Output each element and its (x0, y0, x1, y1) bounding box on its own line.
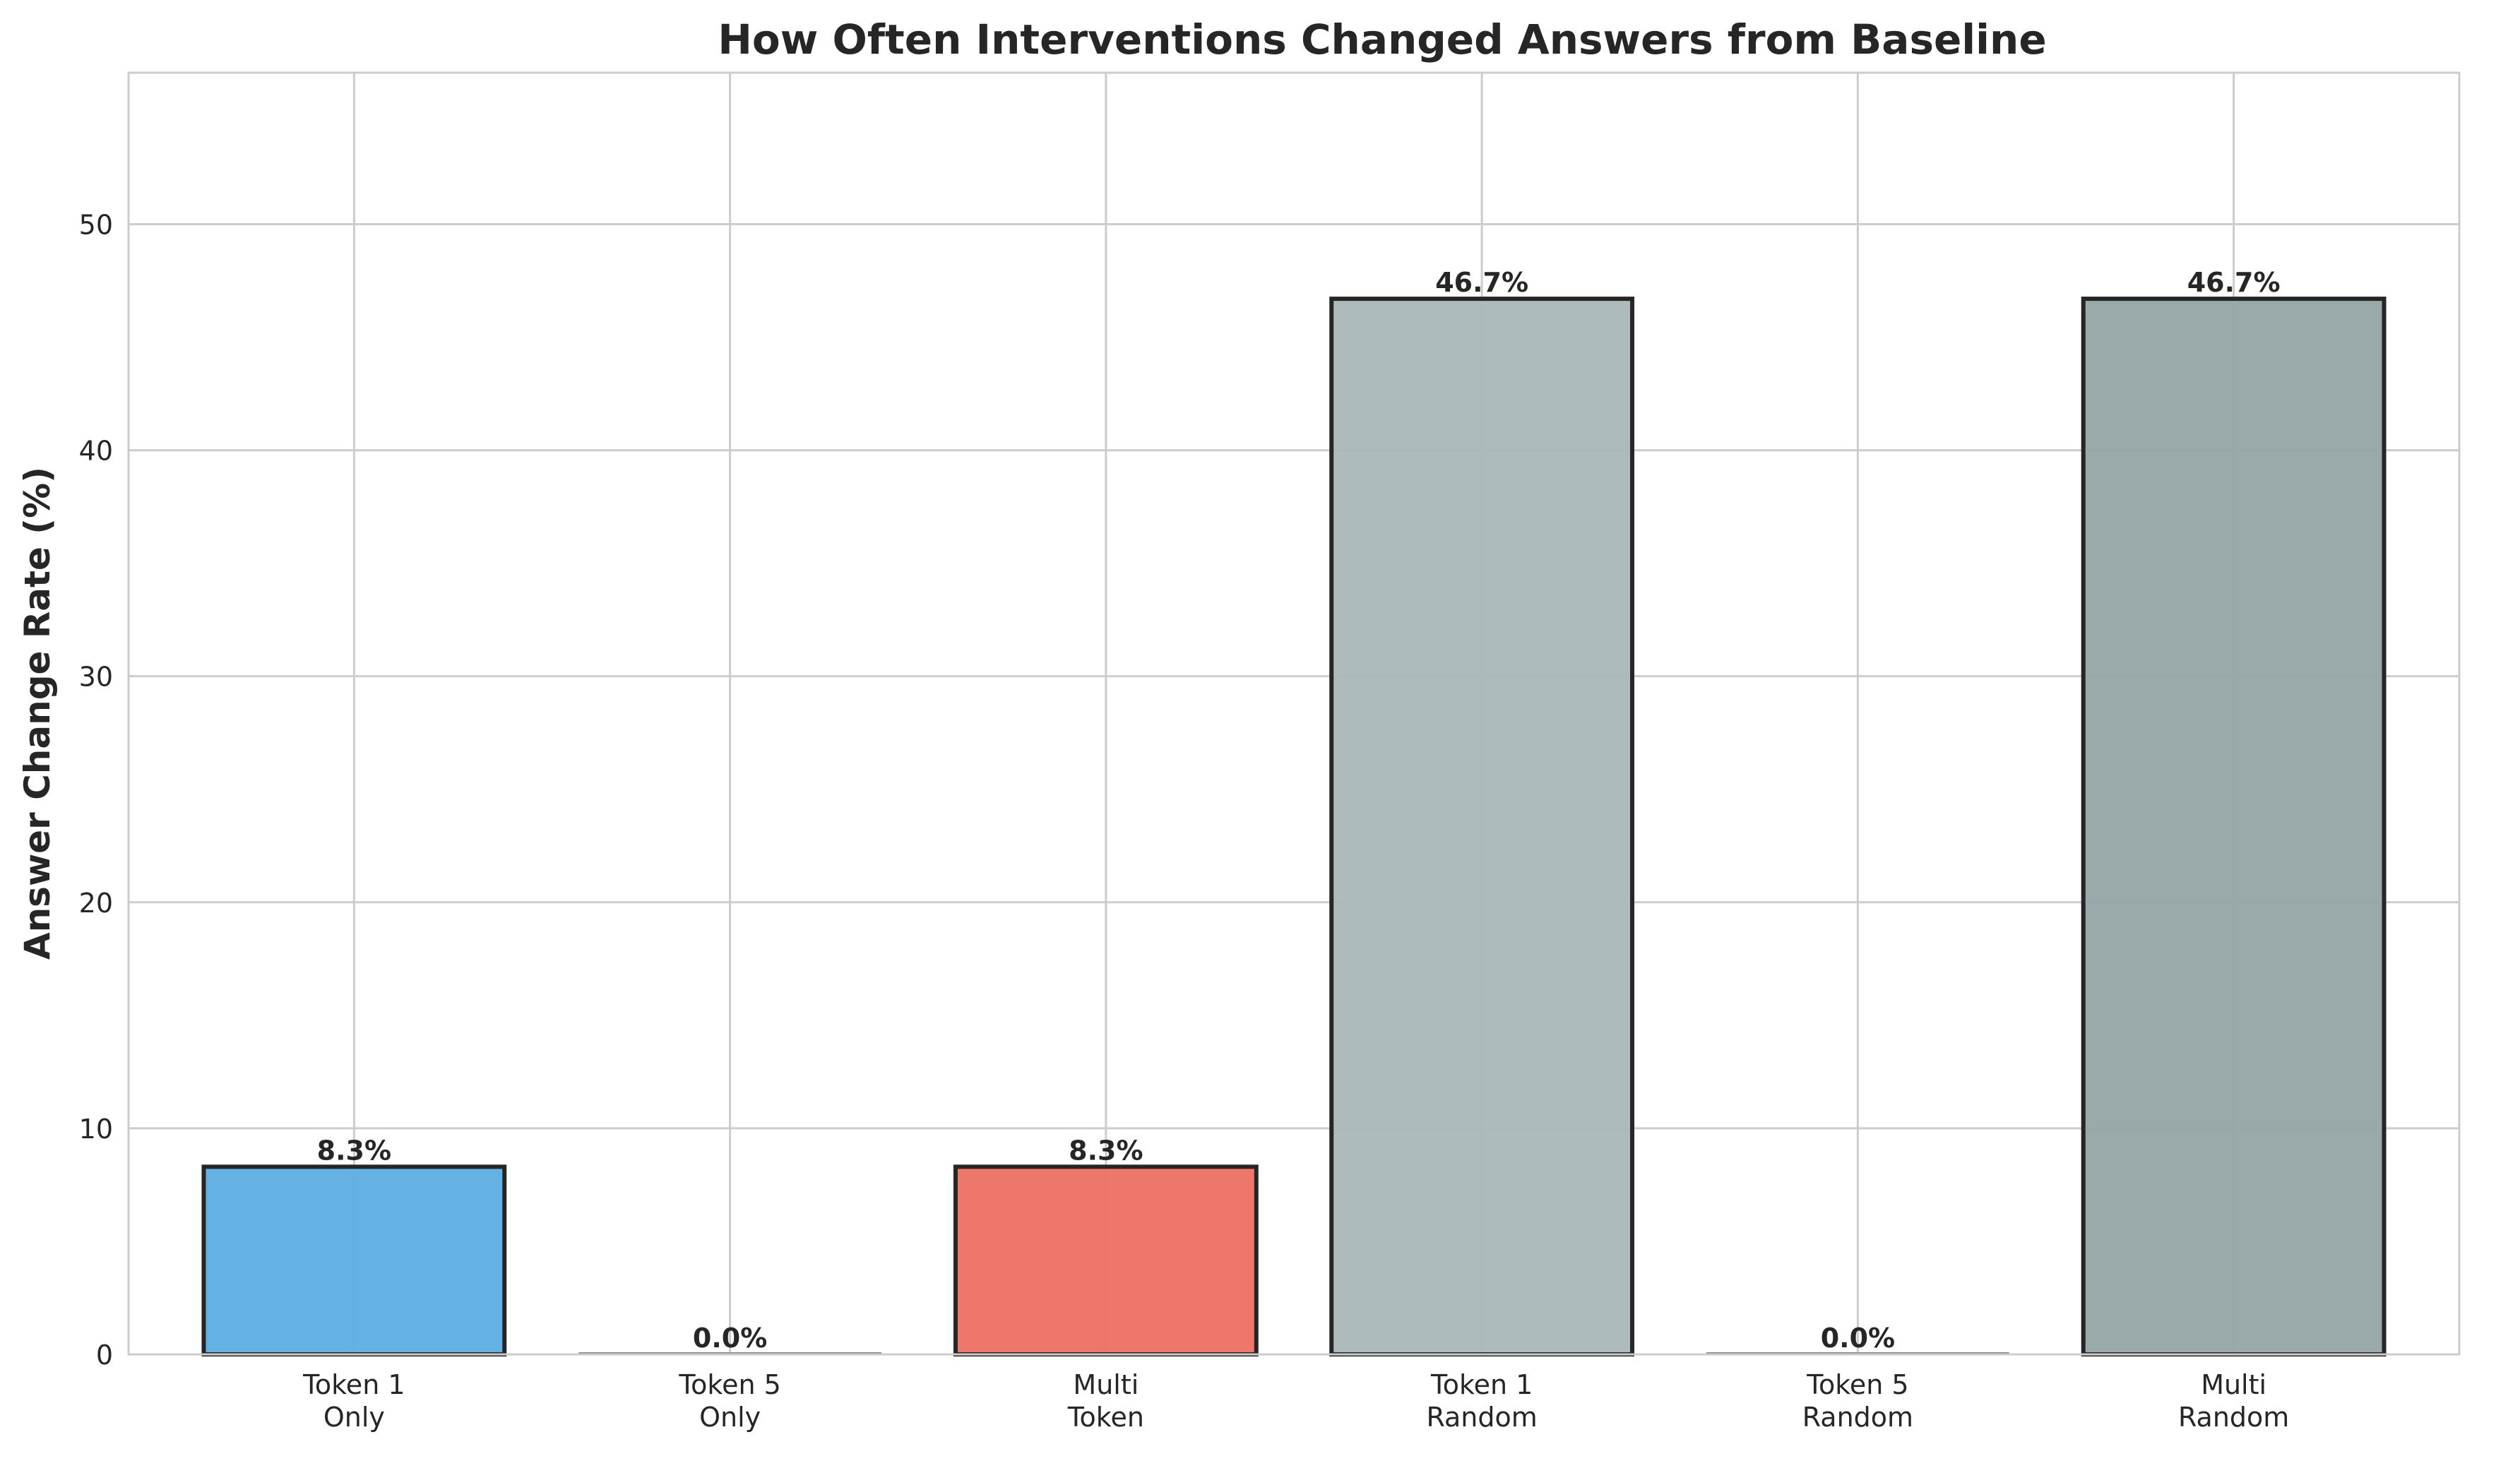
x-tick-label: Token 5 Only (678, 1369, 780, 1433)
y-tick-label: 20 (79, 888, 113, 919)
x-tick-label: Token 1 Random (1426, 1369, 1537, 1433)
bar-data-label: 8.3% (1069, 1135, 1143, 1166)
x-tick-label: Multi Random (2178, 1369, 2289, 1433)
plot-frame (127, 71, 2461, 1356)
bar (953, 1164, 1259, 1356)
bar-data-label: 46.7% (2187, 267, 2281, 298)
bar-data-label: 8.3% (317, 1135, 391, 1166)
y-tick-label: 0 (96, 1340, 113, 1371)
labels-layer: 0 10 20 30 40 50 8.3% 0.0% 8.3% 46.7% 0.0% 46.7% Tok… (79, 209, 2290, 1433)
bar-data-label: 0.0% (693, 1323, 767, 1354)
y-tick-label: 30 (79, 662, 113, 693)
y-axis-label: Answer Change Rate (%) (17, 467, 58, 960)
chart-title: How Often Interventions Changed Answers … (718, 16, 2046, 64)
bar (201, 1164, 507, 1356)
bar (2081, 297, 2387, 1356)
x-tick-label: Multi Token (1067, 1369, 1144, 1433)
y-tick-label: 50 (79, 209, 113, 240)
bar-data-label: 0.0% (1821, 1323, 1895, 1354)
bar (1329, 297, 1635, 1356)
bar-data-label: 46.7% (1435, 267, 1528, 298)
y-tick-label: 40 (79, 436, 113, 467)
x-tick-label: Token 5 Random (1802, 1369, 1913, 1433)
x-tick-label: Token 1 Only (302, 1369, 405, 1433)
bars-layer (201, 297, 2387, 1356)
y-tick-label: 10 (79, 1114, 113, 1145)
